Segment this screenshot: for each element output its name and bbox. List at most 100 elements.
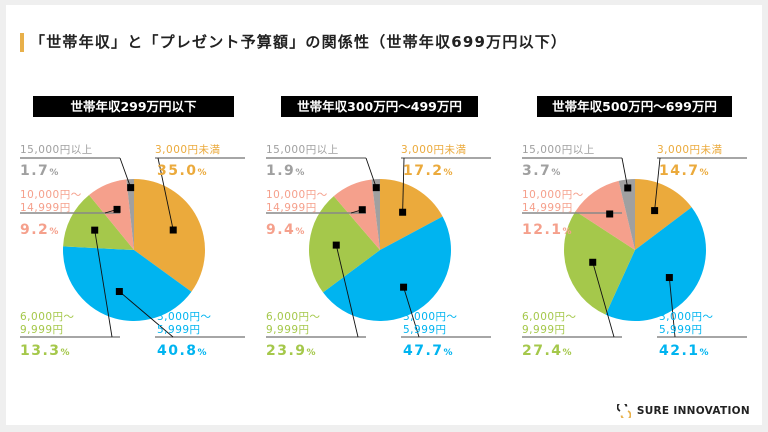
pie-2-slice-6000-9999 xyxy=(309,196,380,293)
label-line: 14,999円 xyxy=(522,202,573,214)
value-unit: % xyxy=(60,348,70,358)
pie-1-slice-under-3000 xyxy=(134,179,205,292)
pie-3-leader-3000-5999 xyxy=(668,277,676,338)
value-number: 42.1 xyxy=(659,343,700,359)
chart-title-1: 世帯年収299万円以下 xyxy=(33,96,234,117)
pie-3-leader-under-3000 xyxy=(654,157,661,211)
pie-2-leader-6000-9999 xyxy=(335,245,359,338)
pie-1-leader-6000-9999 xyxy=(94,230,113,338)
value-number: 23.9 xyxy=(266,343,307,359)
pie-1-label-10000-14999: 10,000円～ 14,999円 xyxy=(20,189,82,215)
pie-1-value-over-15000: 1.7% xyxy=(20,163,58,181)
pie-3-slice-10000-14999 xyxy=(575,180,635,250)
pie-3-leader-6000-9999 xyxy=(592,262,615,338)
label-line: 10,000円～ xyxy=(20,189,82,201)
value-number: 3.7 xyxy=(522,163,552,179)
value-number: 9.4 xyxy=(266,222,296,238)
label-line: 9,999円 xyxy=(20,324,64,336)
pie-1-label-over-15000: 15,000円以上 xyxy=(20,144,93,157)
pie-2-leader-3000-5999 xyxy=(403,287,420,338)
pie-1-slice-10000-14999 xyxy=(89,179,134,250)
value-number: 14.7 xyxy=(659,163,700,179)
pie-3-marker-3000-5999 xyxy=(665,274,673,282)
label-line: 15,000円以上 xyxy=(20,144,93,156)
brand: SURE INNOVATION xyxy=(616,404,750,418)
brand-name: SURE INNOVATION xyxy=(636,405,750,417)
pie-1-slice-6000-9999 xyxy=(63,195,134,250)
pie-3-value-over-15000: 3.7% xyxy=(522,163,560,181)
value-number: 27.4 xyxy=(522,343,563,359)
value-number: 17.2 xyxy=(403,163,444,179)
pie-2-slice-over-15000 xyxy=(371,179,380,250)
label-line: 3,000円～ xyxy=(659,311,714,323)
pie-2-label-over-15000: 15,000円以上 xyxy=(266,144,339,157)
pie-2-leader-over-15000 xyxy=(365,157,377,188)
pie-2-value-3000-5999: 47.7% xyxy=(403,343,453,361)
pie-3-slice-6000-9999 xyxy=(564,211,635,315)
pie-2-leader-under-3000 xyxy=(402,157,405,213)
value-number: 1.7 xyxy=(20,163,50,179)
value-unit: % xyxy=(699,168,709,178)
value-unit: % xyxy=(443,348,453,358)
pie-1-leader-under-3000 xyxy=(157,157,174,231)
pie-2-marker-10000-14999 xyxy=(358,206,366,214)
pie-3-marker-under-3000 xyxy=(651,207,659,215)
pie-3-slice-under-3000 xyxy=(635,179,692,250)
pie-3-label-over-15000: 15,000円以上 xyxy=(522,144,595,157)
pie-1-marker-10000-14999 xyxy=(113,205,121,213)
value-unit: % xyxy=(49,227,59,237)
pie-2-marker-over-15000 xyxy=(372,184,380,192)
pie-3-marker-6000-9999 xyxy=(589,258,597,266)
value-number: 47.7 xyxy=(403,343,444,359)
pie-1-label-under-3000: 3,000円未満 xyxy=(155,144,221,157)
pie-2-value-under-3000: 17.2% xyxy=(403,163,453,181)
pie-1-marker-under-3000 xyxy=(169,226,177,234)
pie-1-label-3000-5999: 3,000円～ 5,999円 xyxy=(157,311,212,337)
value-unit: % xyxy=(49,168,59,178)
label-line: 15,000円以上 xyxy=(266,144,339,156)
pie-2-value-6000-9999: 23.9% xyxy=(266,343,316,361)
pie-3-label-10000-14999: 10,000円～ 14,999円 xyxy=(522,189,584,215)
pie-2-slice-under-3000 xyxy=(380,179,443,250)
label-line: 5,999円 xyxy=(157,324,201,336)
label-line: 6,000円～ xyxy=(266,311,321,323)
value-number: 1.9 xyxy=(266,163,296,179)
pie-1-value-3000-5999: 40.8% xyxy=(157,343,207,361)
pie-2-value-10000-14999: 9.4% xyxy=(266,222,304,240)
label-line: 14,999円 xyxy=(20,202,71,214)
value-unit: % xyxy=(551,168,561,178)
label-line: 10,000円～ xyxy=(266,189,328,201)
label-line: 6,000円～ xyxy=(522,311,577,323)
value-number: 35.0 xyxy=(157,163,198,179)
pie-1-marker-3000-5999 xyxy=(115,288,123,296)
label-line: 9,999円 xyxy=(266,324,310,336)
label-line: 3,000円未満 xyxy=(155,144,221,156)
label-line: 3,000円～ xyxy=(403,311,458,323)
pie-2-slice-10000-14999 xyxy=(333,179,380,250)
value-unit: % xyxy=(562,348,572,358)
label-line: 3,000円未満 xyxy=(657,144,723,156)
pie-2-label-under-3000: 3,000円未満 xyxy=(401,144,467,157)
value-number: 12.1 xyxy=(522,222,563,238)
pie-2-marker-6000-9999 xyxy=(332,241,340,249)
value-unit: % xyxy=(197,348,207,358)
pie-2-label-10000-14999: 10,000円～ 14,999円 xyxy=(266,189,328,215)
pie-3-label-6000-9999: 6,000円～ 9,999円 xyxy=(522,311,577,337)
pie-3-slice-3000-5999 xyxy=(605,207,707,322)
title-accent-bar xyxy=(20,33,24,52)
label-line: 9,999円 xyxy=(522,324,566,336)
label-line: 3,000円～ xyxy=(157,311,212,323)
page-title: 「世帯年収」と「プレゼント予算額」の関係性（世帯年収699万円以下） xyxy=(30,33,568,51)
pie-3-leader-over-15000 xyxy=(621,157,629,189)
value-unit: % xyxy=(562,227,572,237)
pie-3-label-under-3000: 3,000円未満 xyxy=(657,144,723,157)
pie-1-leader-3000-5999 xyxy=(119,291,174,338)
label-line: 5,999円 xyxy=(403,324,447,336)
pie-1-value-6000-9999: 13.3% xyxy=(20,343,70,361)
value-unit: % xyxy=(295,168,305,178)
label-line: 15,000円以上 xyxy=(522,144,595,156)
label-line: 10,000円～ xyxy=(522,189,584,201)
value-unit: % xyxy=(699,348,709,358)
pie-2-slice-3000-5999 xyxy=(322,216,452,322)
